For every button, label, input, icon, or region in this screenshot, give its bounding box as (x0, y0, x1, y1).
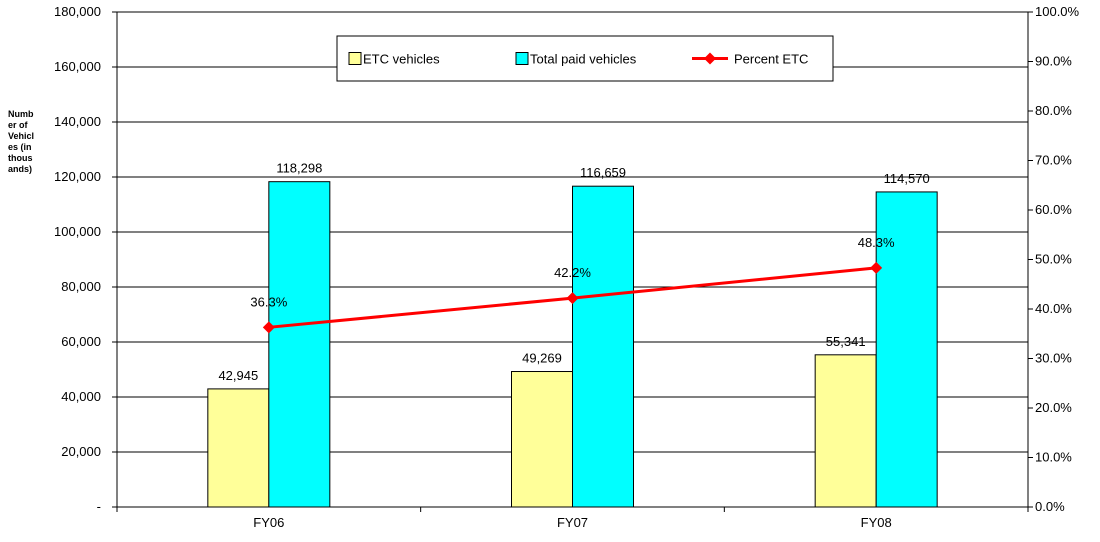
right-tick-label: 50.0% (1035, 252, 1072, 267)
bar (207, 388, 270, 508)
legend-marker (704, 52, 716, 65)
bar (875, 191, 938, 508)
right-tick-label: 0.0% (1035, 499, 1065, 514)
bar-data-label: 42,945 (218, 368, 258, 383)
right-tick-label: 60.0% (1035, 202, 1072, 217)
left-tick-label: 140,000 (54, 114, 101, 129)
bar (814, 354, 877, 508)
left-tick-label: 180,000 (54, 4, 101, 19)
bar (268, 181, 331, 508)
bar (511, 371, 573, 508)
left-tick-label: 60,000 (61, 334, 101, 349)
line-data-label: 36.3% (250, 294, 287, 309)
left-tick-label: 120,000 (54, 169, 101, 184)
line-marker (870, 261, 883, 274)
bar-data-label: 49,269 (522, 351, 562, 366)
bar-data-label: 55,341 (826, 334, 866, 349)
right-tick-label: 90.0% (1035, 54, 1072, 69)
line-marker (566, 292, 579, 305)
bar-data-label: 116,659 (580, 165, 626, 180)
legend-label: ETC vehicles (363, 52, 440, 67)
left-tick-label: - (97, 499, 101, 514)
legend-box (336, 35, 834, 82)
right-tick-label: 80.0% (1035, 103, 1072, 118)
legend-label: Percent ETC (734, 52, 808, 67)
line-data-label: 48.3% (858, 235, 895, 250)
right-tick-label: 100.0% (1035, 4, 1080, 19)
left-tick-label: 40,000 (61, 389, 101, 404)
left-tick-label: 80,000 (61, 279, 101, 294)
left-tick-label: 20,000 (61, 444, 101, 459)
right-tick-label: 20.0% (1035, 400, 1072, 415)
right-tick-label: 40.0% (1035, 301, 1072, 316)
legend-swatch (515, 52, 529, 65)
bar-data-label: 118,298 (276, 161, 322, 176)
x-tick-label: FY08 (861, 515, 892, 530)
left-tick-label: 160,000 (54, 59, 101, 74)
bar-data-label: 114,570 (884, 171, 930, 186)
right-tick-label: 10.0% (1035, 450, 1072, 465)
bar (572, 185, 634, 508)
right-tick-label: 30.0% (1035, 351, 1072, 366)
line-marker (262, 321, 275, 334)
line-data-label: 42.2% (554, 265, 591, 280)
legend-label: Total paid vehicles (530, 52, 637, 67)
y-axis-title: Number of Vehicles (in thousands) (8, 109, 35, 174)
x-tick-label: FY07 (557, 515, 588, 530)
legend-swatch (348, 52, 362, 65)
right-tick-label: 70.0% (1035, 153, 1072, 168)
left-tick-label: 100,000 (54, 224, 101, 239)
x-tick-label: FY06 (253, 515, 284, 530)
